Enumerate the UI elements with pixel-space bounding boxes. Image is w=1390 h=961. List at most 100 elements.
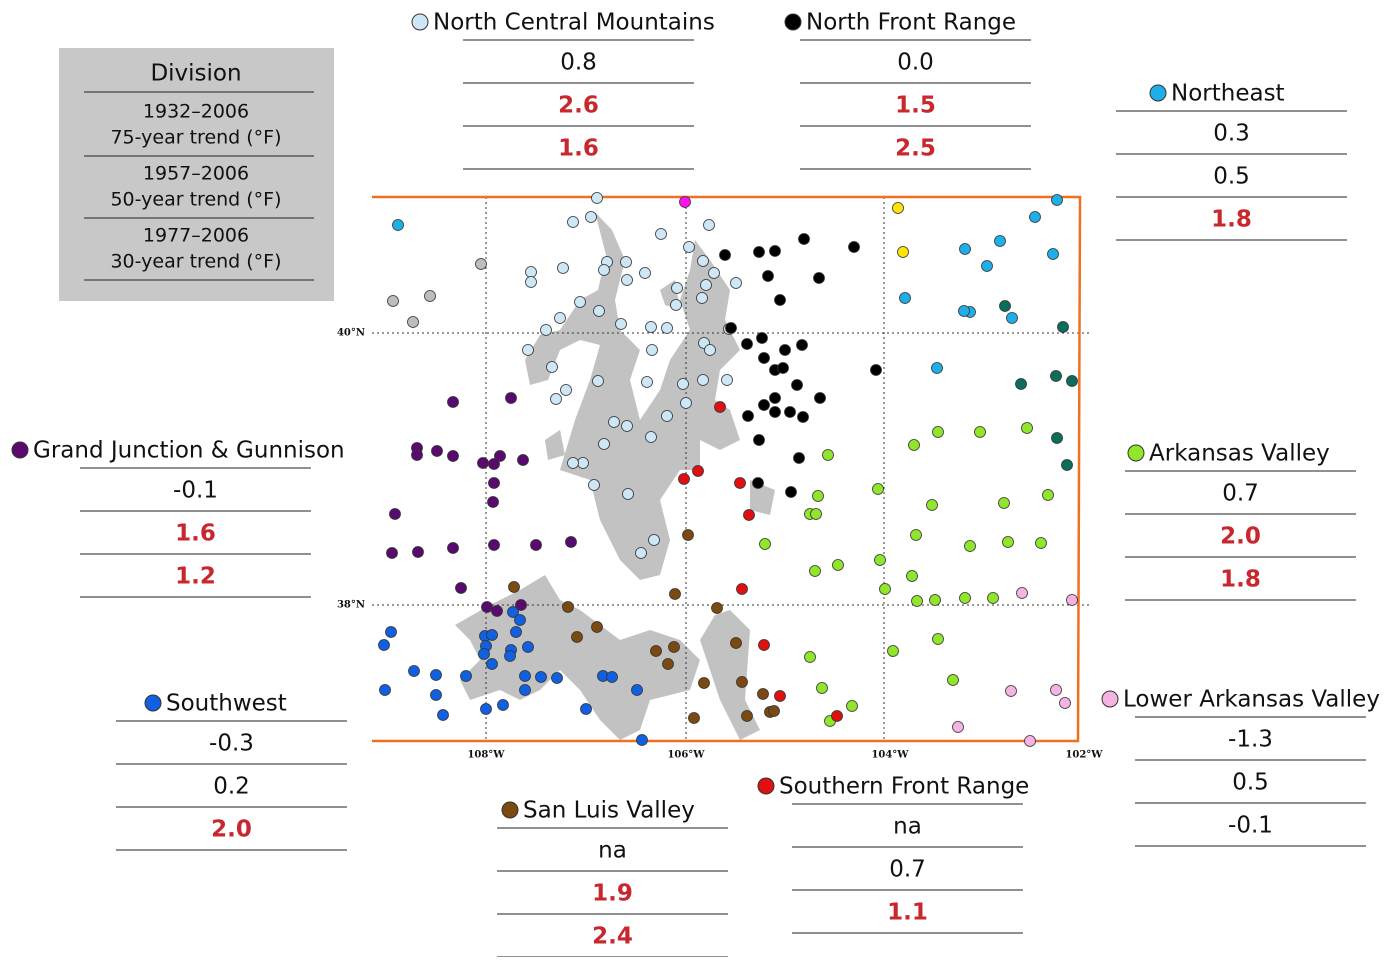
station bbox=[1021, 422, 1033, 434]
station bbox=[447, 542, 459, 554]
station bbox=[932, 633, 944, 645]
division-name: Southern Front Range bbox=[779, 774, 1029, 800]
station bbox=[757, 688, 769, 700]
station bbox=[994, 235, 1006, 247]
station bbox=[655, 228, 667, 240]
station bbox=[408, 665, 420, 677]
station bbox=[899, 292, 911, 304]
station bbox=[551, 672, 563, 684]
station bbox=[730, 277, 742, 289]
station bbox=[932, 426, 944, 438]
station bbox=[389, 508, 401, 520]
key-years: 1977–2006 bbox=[143, 225, 249, 247]
station bbox=[522, 344, 534, 356]
station bbox=[606, 671, 618, 683]
station bbox=[514, 614, 526, 626]
station bbox=[631, 684, 643, 696]
division-name: San Luis Valley bbox=[523, 798, 695, 824]
station bbox=[774, 294, 786, 306]
station bbox=[798, 233, 810, 245]
station bbox=[846, 700, 858, 712]
station bbox=[774, 690, 786, 702]
key-years: 1957–2006 bbox=[143, 163, 249, 185]
station bbox=[987, 592, 999, 604]
station bbox=[510, 626, 522, 638]
station bbox=[671, 282, 683, 294]
station bbox=[669, 588, 681, 600]
station bbox=[437, 709, 449, 721]
station bbox=[525, 276, 537, 288]
trend-value: -0.1 bbox=[173, 478, 218, 504]
station bbox=[1024, 735, 1036, 747]
station bbox=[752, 477, 764, 489]
station bbox=[779, 344, 791, 356]
station bbox=[648, 534, 660, 546]
station bbox=[392, 219, 404, 231]
station bbox=[1066, 375, 1078, 387]
station bbox=[540, 324, 552, 336]
station bbox=[668, 641, 680, 653]
station bbox=[488, 539, 500, 551]
trend-value: na bbox=[598, 838, 627, 864]
station bbox=[585, 211, 597, 223]
station bbox=[741, 338, 753, 350]
station bbox=[812, 490, 824, 502]
station bbox=[887, 645, 899, 657]
station bbox=[947, 674, 959, 686]
station bbox=[682, 529, 694, 541]
station bbox=[897, 246, 909, 258]
station bbox=[1035, 537, 1047, 549]
station bbox=[952, 721, 964, 733]
lat-label: 40°N bbox=[337, 328, 365, 339]
station bbox=[639, 267, 651, 279]
station bbox=[565, 536, 577, 548]
division-name: Northeast bbox=[1171, 81, 1285, 107]
station bbox=[455, 582, 467, 594]
station bbox=[810, 508, 822, 520]
lon-label: 104°W bbox=[871, 750, 909, 761]
station bbox=[758, 399, 770, 411]
lon-label: 102°W bbox=[1065, 750, 1103, 761]
station bbox=[650, 645, 662, 657]
station bbox=[645, 431, 657, 443]
station bbox=[981, 260, 993, 272]
station bbox=[697, 374, 709, 386]
station bbox=[964, 540, 976, 552]
station bbox=[478, 648, 490, 660]
station bbox=[571, 631, 583, 643]
station bbox=[1059, 697, 1071, 709]
station bbox=[696, 292, 708, 304]
mountain-area bbox=[700, 610, 760, 740]
station bbox=[592, 375, 604, 387]
station bbox=[929, 594, 941, 606]
station bbox=[480, 703, 492, 715]
station bbox=[1050, 684, 1062, 696]
station bbox=[711, 602, 723, 614]
station bbox=[741, 710, 753, 722]
key-label: 75-year trend (°F) bbox=[110, 127, 281, 149]
trend-value: 1.9 bbox=[592, 881, 633, 907]
station bbox=[574, 296, 586, 308]
station bbox=[546, 361, 558, 373]
station bbox=[424, 290, 436, 302]
station bbox=[598, 264, 610, 276]
station bbox=[742, 410, 754, 422]
key-box bbox=[59, 48, 334, 301]
station bbox=[736, 583, 748, 595]
station bbox=[615, 318, 627, 330]
station bbox=[661, 322, 673, 334]
station bbox=[608, 416, 620, 428]
station bbox=[385, 626, 397, 638]
division-marker bbox=[1149, 84, 1167, 102]
station bbox=[491, 605, 503, 617]
station bbox=[636, 734, 648, 746]
station bbox=[519, 670, 531, 682]
station bbox=[567, 216, 579, 228]
station bbox=[535, 671, 547, 683]
division-marker bbox=[501, 801, 519, 819]
station bbox=[797, 411, 809, 423]
station bbox=[931, 362, 943, 374]
station bbox=[519, 684, 531, 696]
station bbox=[550, 393, 562, 405]
